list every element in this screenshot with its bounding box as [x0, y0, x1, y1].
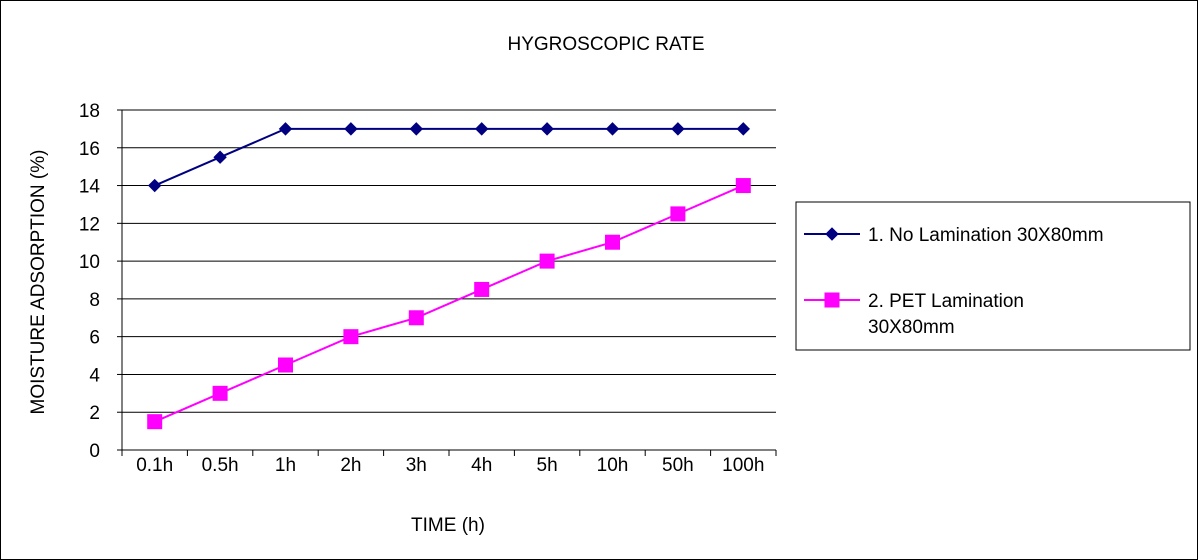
chart-title: HYGROSCOPIC RATE [507, 34, 704, 55]
series-1-point [474, 122, 489, 136]
legend-marker-1 [825, 227, 839, 241]
legend-box [795, 201, 1191, 351]
y-tick-label: 12 [79, 214, 100, 235]
series-2-point [539, 253, 555, 269]
series-1-point [344, 122, 358, 136]
y-axis-label: MOISTURE ADSORPTION (%) [28, 150, 49, 415]
series-1-point [605, 122, 620, 136]
series-2-point [735, 178, 751, 194]
series-1-point [409, 122, 424, 136]
x-tick-label: 2h [340, 455, 361, 476]
series-2-point [474, 281, 490, 297]
x-tick-label: 5h [537, 455, 558, 476]
series-2-point [670, 206, 686, 222]
legend-label-2: 2. PET Lamination [868, 291, 1024, 312]
y-tick-label: 14 [79, 177, 101, 198]
y-tick-label: 0 [89, 441, 100, 462]
series-1-point [736, 122, 751, 136]
x-tick-label: 4h [471, 455, 492, 476]
y-tick-label: 18 [79, 101, 100, 122]
series-2-line [154, 184, 744, 423]
y-tick-label: 16 [79, 139, 100, 160]
series-2-point [278, 357, 293, 373]
legend-marker-2 [824, 292, 840, 308]
series-1-point [671, 122, 685, 136]
x-tick-label: 50h [662, 455, 694, 476]
y-tick-label: 4 [89, 365, 100, 386]
series-1-point [540, 122, 554, 136]
series-1-point [278, 122, 293, 136]
x-tick-label: 1h [275, 455, 296, 476]
x-tick-label: 0.1h [136, 455, 173, 476]
series-2-point [408, 310, 424, 326]
y-tick-label: 8 [89, 290, 100, 311]
legend-label-2: 30X80mm [868, 317, 955, 338]
legend-label-1: 1. No Lamination 30X80mm [868, 225, 1104, 246]
x-tick-label: 3h [406, 455, 427, 476]
series-2-point [605, 234, 620, 250]
x-tick-label: 10h [597, 455, 629, 476]
x-axis-label: TIME (h) [411, 515, 485, 536]
series-2-point [343, 329, 359, 345]
x-tick-label: 100h [722, 455, 764, 476]
series-1-point [147, 178, 162, 193]
y-tick-label: 6 [89, 328, 100, 349]
x-tick-label: 0.5h [202, 455, 239, 476]
y-tick-label: 2 [89, 403, 100, 424]
series-1-line [154, 127, 744, 187]
series-2-point [147, 414, 163, 430]
series-2-point [212, 385, 228, 401]
series-1-point [213, 150, 227, 164]
y-tick-label: 10 [79, 252, 100, 273]
